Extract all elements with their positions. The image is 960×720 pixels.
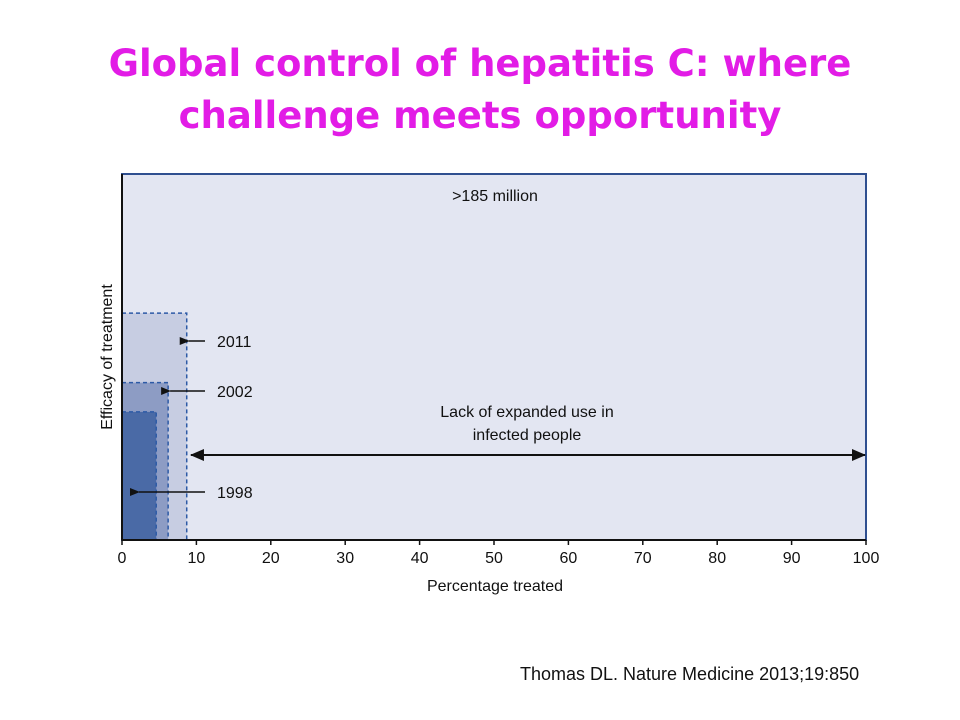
title-line-1: Global control of hepatitis C: where <box>108 42 852 85</box>
year-label-1998: 1998 <box>217 485 253 502</box>
year-label-2011: 2011 <box>217 334 252 351</box>
x-tick-label: 30 <box>336 550 354 567</box>
efficacy-boxes <box>122 312 188 540</box>
year-label-2002: 2002 <box>217 384 253 401</box>
slide-title: Global control of hepatitis C: where cha… <box>40 38 920 142</box>
plot-background <box>121 173 867 541</box>
x-tick-label: 70 <box>634 550 652 567</box>
title-line-2: challenge meets opportunity <box>178 94 782 137</box>
citation: Thomas DL. Nature Medicine 2013;19:850 <box>520 664 860 684</box>
x-tick-label: 60 <box>560 550 578 567</box>
x-tick-label: 100 <box>853 550 880 567</box>
annotation-line-2: infected people <box>473 427 582 444</box>
y-axis-label: Efficacy of treatment <box>99 284 116 430</box>
expanded-use-annotation: Lack of expanded use in infected people <box>189 404 866 461</box>
annotation-line-1: Lack of expanded use in <box>440 404 613 421</box>
infected-population-label: >185 million <box>452 188 538 205</box>
efficacy-box-1998 <box>122 411 157 540</box>
x-tick-label: 80 <box>708 550 726 567</box>
x-axis-label: Percentage treated <box>427 578 563 595</box>
efficacy-box-outline-2002 <box>122 381 169 540</box>
efficacy-box-outline-2011 <box>122 312 188 540</box>
axes: 0 10 20 30 40 50 60 70 80 90 100 <box>118 174 880 567</box>
x-tick-label: 0 <box>118 550 127 567</box>
efficacy-box-outline-1998 <box>122 411 157 540</box>
year-labels: 2011 2002 1998 <box>130 334 253 502</box>
x-tick-label: 10 <box>188 550 206 567</box>
x-tick-label: 40 <box>411 550 429 567</box>
x-tick-label: 50 <box>485 550 503 567</box>
x-tick-label: 20 <box>262 550 280 567</box>
x-tick-label: 90 <box>783 550 801 567</box>
